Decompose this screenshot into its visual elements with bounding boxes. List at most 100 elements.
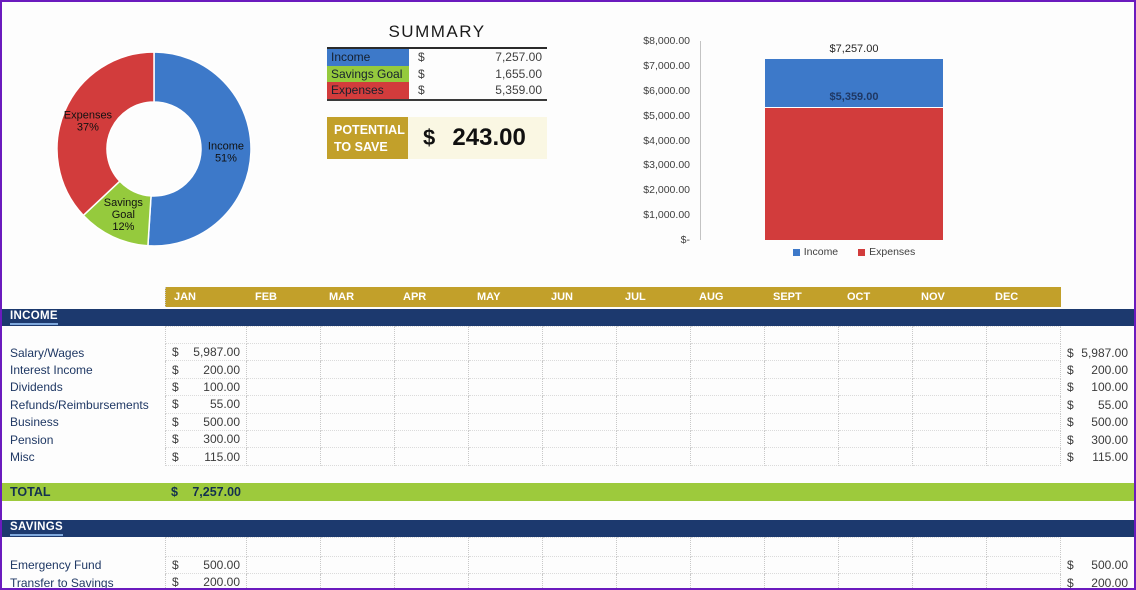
potential-to-save-value-cell[interactable]: $ 243.00 [408, 116, 547, 159]
row-label-cell[interactable]: Transfer to Savings [10, 575, 114, 590]
empty-cell[interactable] [469, 448, 543, 466]
row-label-cell[interactable]: Pension [10, 432, 54, 447]
income-total-row[interactable]: TOTAL $7,257.00 [2, 482, 1134, 501]
income-section-header[interactable]: INCOME [2, 309, 1134, 326]
summary-amount[interactable]: 5,359.00 [495, 83, 542, 98]
empty-cell[interactable] [321, 396, 395, 414]
empty-cell[interactable] [987, 556, 1061, 575]
empty-cell[interactable] [765, 430, 839, 449]
empty-cell[interactable] [691, 413, 765, 431]
empty-cell[interactable] [617, 396, 691, 414]
totals-column-header[interactable] [1061, 287, 1134, 307]
empty-cell[interactable] [321, 430, 395, 449]
jan-value-cell[interactable]: $100.00 [165, 378, 247, 397]
empty-cell[interactable] [913, 536, 987, 557]
empty-cell[interactable] [395, 326, 469, 344]
empty-cell[interactable] [839, 396, 913, 414]
empty-cell[interactable] [987, 326, 1061, 344]
empty-cell[interactable] [247, 536, 321, 557]
empty-cell[interactable] [247, 378, 321, 397]
empty-cell[interactable] [247, 448, 321, 466]
summary-row-label[interactable]: Expenses [327, 82, 409, 99]
jan-value-cell[interactable]: $115.00 [165, 448, 247, 466]
empty-cell[interactable] [765, 378, 839, 397]
empty-cell[interactable] [987, 448, 1061, 466]
empty-cell[interactable] [691, 536, 765, 557]
empty-total-cell[interactable] [1061, 326, 1134, 344]
empty-cell[interactable] [543, 326, 617, 344]
empty-cell[interactable] [395, 413, 469, 431]
empty-cell[interactable] [765, 536, 839, 557]
jan-value-cell[interactable]: $300.00 [165, 430, 247, 449]
month-header-jun[interactable]: JUN [543, 287, 617, 307]
empty-cell[interactable] [395, 378, 469, 397]
empty-cell[interactable] [913, 378, 987, 397]
empty-cell[interactable] [765, 574, 839, 588]
month-header-aug[interactable]: AUG [691, 287, 765, 307]
empty-cell[interactable] [913, 326, 987, 344]
empty-cell[interactable] [839, 536, 913, 557]
row-label-cell[interactable]: Misc [10, 450, 35, 465]
month-header-sept[interactable]: SEPT [765, 287, 839, 307]
empty-cell[interactable] [543, 430, 617, 449]
month-header-nov[interactable]: NOV [913, 287, 987, 307]
empty-cell[interactable] [765, 344, 839, 362]
budget-donut-chart[interactable]: Income 51% Savings Goal 12% Expenses 37% [42, 48, 266, 256]
empty-cell[interactable] [617, 536, 691, 557]
empty-cell[interactable] [913, 448, 987, 466]
empty-cell[interactable] [691, 448, 765, 466]
empty-cell[interactable] [691, 361, 765, 379]
empty-cell[interactable] [321, 326, 395, 344]
empty-cell[interactable] [617, 556, 691, 575]
income-expenses-bar-chart[interactable]: $8,000.00 $7,000.00 $6,000.00 $5,000.00 $4,0… [630, 32, 964, 264]
empty-cell[interactable] [165, 326, 247, 344]
empty-cell[interactable] [543, 396, 617, 414]
empty-cell[interactable] [987, 413, 1061, 431]
empty-cell[interactable] [691, 326, 765, 344]
month-header-jan[interactable]: JAN [165, 287, 247, 307]
row-label-cell[interactable]: Refunds/Reimbursements [10, 397, 149, 412]
empty-cell[interactable] [469, 536, 543, 557]
row-total-cell[interactable]: $500.00 [1061, 557, 1134, 574]
empty-cell[interactable] [913, 574, 987, 588]
month-header-dec[interactable]: DEC [987, 287, 1061, 307]
summary-amount[interactable]: 7,257.00 [495, 50, 542, 65]
empty-cell[interactable] [913, 556, 987, 575]
empty-cell[interactable] [617, 378, 691, 397]
empty-cell[interactable] [543, 413, 617, 431]
empty-cell[interactable] [247, 413, 321, 431]
empty-cell[interactable] [691, 556, 765, 575]
empty-cell[interactable] [691, 344, 765, 362]
row-label-cell[interactable]: Dividends [10, 380, 63, 395]
empty-cell[interactable] [321, 378, 395, 397]
empty-cell[interactable] [247, 326, 321, 344]
row-total-cell[interactable]: $200.00 [1061, 574, 1134, 588]
row-total-cell[interactable]: $100.00 [1061, 379, 1134, 396]
empty-cell[interactable] [987, 396, 1061, 414]
month-header-may[interactable]: MAY [469, 287, 543, 307]
empty-cell[interactable] [617, 413, 691, 431]
empty-cell[interactable] [913, 344, 987, 362]
row-total-cell[interactable]: $200.00 [1061, 361, 1134, 378]
empty-cell[interactable] [395, 361, 469, 379]
empty-cell[interactable] [247, 430, 321, 449]
empty-cell[interactable] [543, 574, 617, 588]
empty-cell[interactable] [987, 344, 1061, 362]
empty-cell[interactable] [543, 556, 617, 575]
empty-cell[interactable] [839, 344, 913, 362]
jan-value-cell[interactable]: $200.00 [165, 361, 247, 379]
month-header-mar[interactable]: MAR [321, 287, 395, 307]
empty-cell[interactable] [765, 326, 839, 344]
empty-cell[interactable] [913, 413, 987, 431]
empty-cell[interactable] [469, 556, 543, 575]
row-label-cell[interactable]: Emergency Fund [10, 558, 102, 573]
empty-cell[interactable] [395, 344, 469, 362]
summary-row-label[interactable]: Savings Goal [327, 65, 409, 83]
empty-cell[interactable] [469, 344, 543, 362]
empty-cell[interactable] [765, 361, 839, 379]
empty-cell[interactable] [543, 536, 617, 557]
empty-cell[interactable] [247, 556, 321, 575]
empty-cell[interactable] [321, 536, 395, 557]
empty-cell[interactable] [617, 448, 691, 466]
empty-cell[interactable] [617, 361, 691, 379]
